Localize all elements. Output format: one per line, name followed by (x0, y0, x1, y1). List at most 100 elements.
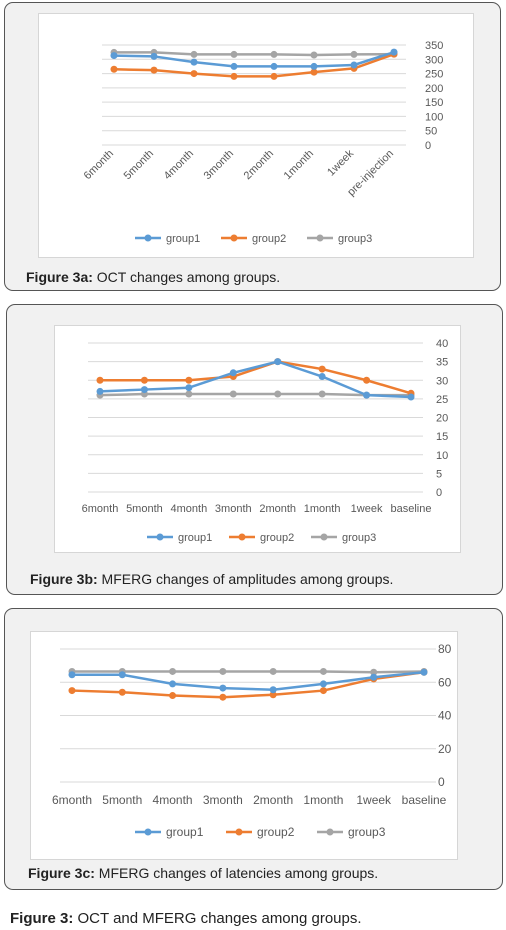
x-tick-label: 5month (102, 793, 142, 807)
data-point-group2 (169, 692, 177, 700)
legend-label-group1: group1 (166, 825, 204, 839)
x-tick-label: 1month (304, 503, 341, 515)
y-tick-label: 350 (425, 40, 443, 52)
x-tick-label: 6month (82, 503, 119, 515)
data-point-group2 (270, 72, 278, 80)
legend-marker-group1 (156, 533, 164, 541)
data-point-group1 (420, 668, 428, 676)
figure-3a-caption-text: OCT changes among groups. (92, 269, 281, 285)
y-tick-label: 10 (436, 450, 448, 462)
legend-label-group1: group1 (178, 532, 212, 544)
figure-3b-chart: 0 5 10 15 20 25 30 35 40 6month 5month 4month 3month… (82, 338, 449, 544)
data-point-group1 (190, 58, 198, 66)
data-point-group3 (310, 51, 318, 59)
data-point-group1 (230, 62, 238, 70)
data-point-group3 (219, 667, 227, 675)
legend-marker-group3 (326, 828, 334, 836)
series-line-group1 (72, 671, 425, 691)
legend-marker-group2 (235, 828, 243, 836)
y-tick-label: 30 (436, 375, 448, 387)
y-tick-label: 300 (425, 54, 443, 66)
series-line-group2 (113, 52, 395, 78)
series-line-group3 (99, 392, 411, 397)
data-point-group1 (269, 686, 277, 694)
legend-label-group2: group2 (260, 532, 294, 544)
data-point-group1 (68, 671, 76, 679)
y-tick-label: 20 (436, 413, 448, 425)
x-tick-label: 4month (153, 793, 193, 807)
data-point-group2 (269, 691, 277, 699)
data-point-group1 (407, 393, 415, 401)
x-tick-label: baseline (391, 503, 432, 515)
figure-3b-panel: 0 5 10 15 20 25 30 35 40 6month 5month 4month 3month… (6, 304, 503, 595)
y-tick-label: 0 (438, 775, 445, 789)
data-point-group1 (350, 61, 358, 69)
figure-3a-caption: Figure 3a: OCT changes among groups. (26, 269, 280, 285)
data-point-group2 (363, 376, 371, 384)
legend-marker-group3 (320, 533, 328, 541)
x-tick-label: 1month (303, 793, 343, 807)
figure-3-caption-text: OCT and MFERG changes among groups. (73, 910, 362, 927)
legend-marker-group3 (316, 234, 324, 242)
figure-3c-plot-area: 0 20 40 60 80 6month 5month 4month 3month 2month 1… (30, 631, 458, 860)
y-tick-label: 50 (425, 126, 437, 138)
data-point-group1 (318, 373, 326, 381)
data-point-group3 (370, 668, 378, 676)
figure-3c-caption: Figure 3c: MFERG changes of latencies am… (28, 865, 378, 881)
data-point-group3 (190, 50, 198, 58)
legend-label-group3: group3 (348, 825, 386, 839)
data-point-group3 (229, 390, 237, 398)
y-tick-label: 15 (436, 431, 448, 443)
figure-3-caption: Figure 3: OCT and MFERG changes among gr… (10, 910, 362, 927)
data-point-group1 (140, 386, 148, 394)
legend-label-group3: group3 (342, 532, 376, 544)
x-tick-label: 5month (122, 148, 156, 182)
figure-3a-chart: 0 50 100 150 200 250 300 350 6month 5month 4month 3… (82, 40, 444, 245)
legend-label-group2: group2 (252, 233, 286, 245)
data-point-group1 (96, 387, 104, 395)
data-point-group2 (230, 72, 238, 80)
data-point-group1 (310, 62, 318, 70)
y-tick-label: 25 (436, 394, 448, 406)
y-tick-label: 250 (425, 69, 443, 81)
data-point-group2 (96, 376, 104, 384)
y-tick-label: 35 (436, 357, 448, 369)
y-tick-label: 80 (438, 642, 452, 656)
x-tick-label: 4month (162, 148, 196, 182)
data-point-group2 (68, 687, 76, 695)
data-point-group3 (230, 50, 238, 58)
x-tick-label: 1week (325, 147, 356, 178)
data-point-group1 (150, 52, 158, 60)
data-point-group2 (118, 688, 126, 696)
data-point-group1 (270, 62, 278, 70)
legend-label-group2: group2 (257, 825, 295, 839)
series-line-group2 (71, 671, 425, 699)
figure-3a-plot-area: 0 50 100 150 200 250 300 350 6month 5month 4month 3… (38, 13, 474, 258)
y-tick-label: 5 (436, 468, 442, 480)
data-point-group2 (319, 687, 327, 695)
figure-3c-chart: 0 20 40 60 80 6month 5month 4month 3month 2month 1… (52, 642, 452, 839)
data-point-group1 (390, 48, 398, 56)
legend-marker-group2 (238, 533, 246, 541)
y-tick-label: 20 (438, 742, 452, 756)
figure-3-caption-label: Figure 3: (10, 910, 74, 927)
data-point-group2 (219, 693, 227, 701)
y-tick-label: 100 (425, 111, 443, 123)
data-point-group2 (190, 70, 198, 78)
x-tick-label: 1month (282, 148, 316, 182)
y-tick-label: 40 (436, 338, 448, 350)
y-tick-label: 200 (425, 83, 443, 95)
figure-3a-caption-label: Figure 3a: (26, 269, 93, 285)
data-point-group1 (169, 680, 177, 688)
y-tick-label: 60 (438, 675, 452, 689)
x-tick-label: 5month (126, 503, 163, 515)
data-point-group1 (229, 369, 237, 377)
x-tick-label: 6month (82, 148, 116, 182)
series-line-group1 (113, 50, 395, 68)
x-tick-label: 3month (203, 793, 243, 807)
series-line-group3 (72, 670, 425, 674)
data-point-group1 (219, 684, 227, 692)
legend-marker-group1 (144, 234, 152, 242)
x-tick-label: 3month (215, 503, 252, 515)
x-tick-label: 2month (259, 503, 296, 515)
